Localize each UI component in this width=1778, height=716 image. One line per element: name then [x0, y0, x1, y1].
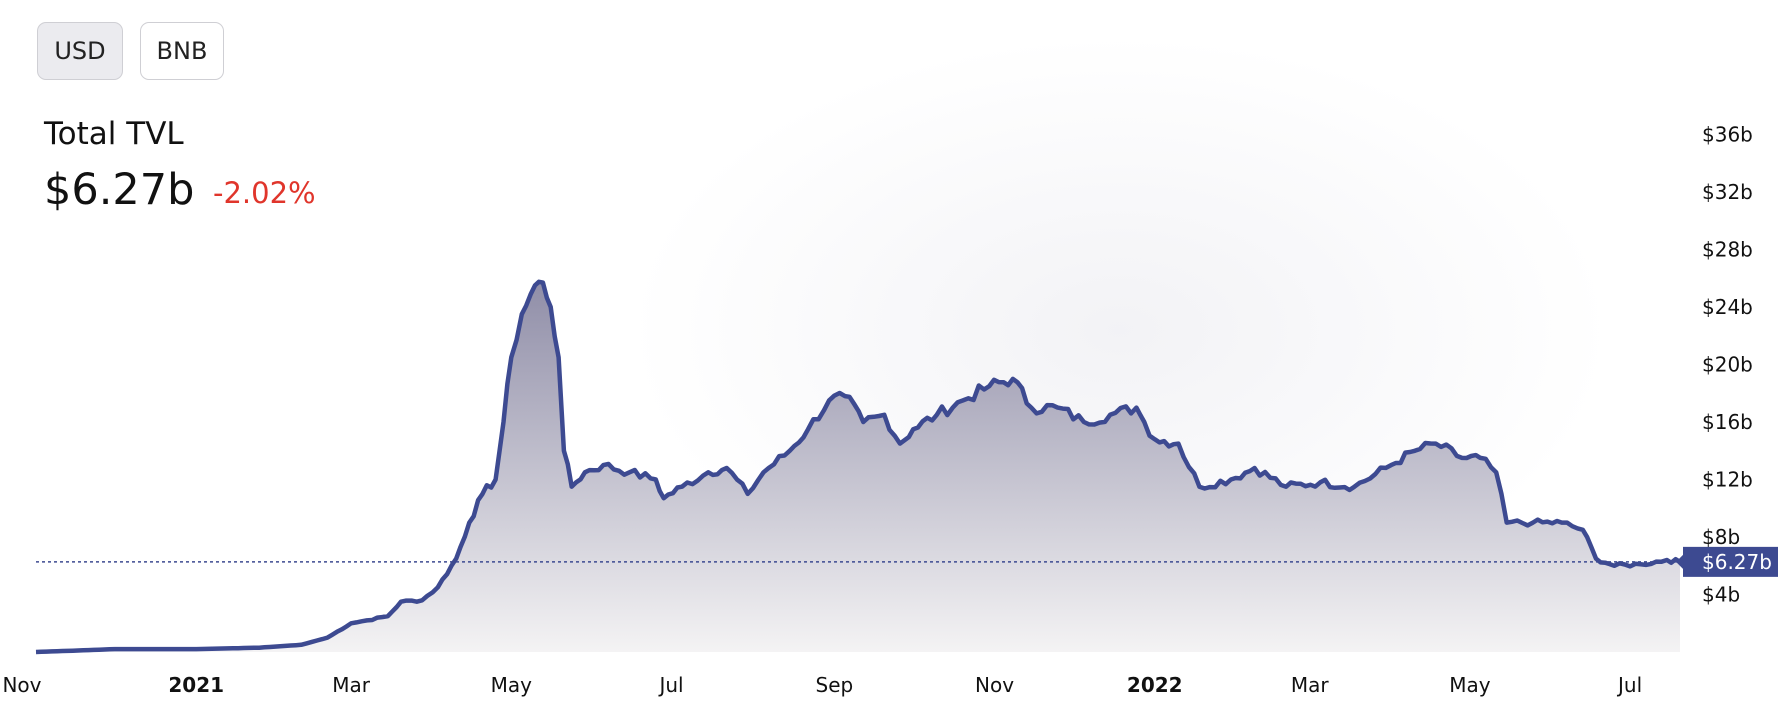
y-tick-label: $12b: [1702, 468, 1753, 492]
current-value-label: $6.27b: [1702, 550, 1772, 574]
tvl-series-line: [35, 279, 1682, 655]
y-tick-label: $8b: [1702, 525, 1740, 549]
x-tick-label: Sep: [816, 673, 854, 697]
y-tick-label: $24b: [1702, 295, 1753, 319]
tvl-area: [36, 281, 1680, 652]
x-tick-label: May: [1449, 673, 1491, 697]
metric-title: Total TVL: [44, 116, 184, 152]
y-tick-label: $36b: [1702, 123, 1753, 147]
y-tick-label: $4b: [1702, 583, 1740, 607]
y-tick-label: $20b: [1702, 353, 1753, 377]
currency-usd-button[interactable]: USD: [37, 22, 123, 80]
metric-change: -2.02%: [213, 176, 316, 210]
current-value-pointer: [1676, 553, 1684, 570]
currency-bnb-button[interactable]: BNB: [140, 22, 224, 80]
x-tick-label: Nov: [975, 673, 1014, 697]
metric-value: $6.27b: [44, 165, 195, 215]
y-tick-label: $32b: [1702, 180, 1753, 204]
x-tick-label: Jul: [1616, 673, 1642, 697]
x-tick-label: Mar: [332, 673, 371, 697]
x-tick-label: Jul: [657, 673, 683, 697]
x-tick-label: 2022: [1127, 673, 1183, 697]
y-tick-label: $16b: [1702, 410, 1753, 434]
x-tick-label: Mar: [1291, 673, 1330, 697]
y-tick-label: $28b: [1702, 238, 1753, 262]
x-tick-label: Nov: [2, 673, 41, 697]
x-tick-label: 2021: [168, 673, 224, 697]
x-tick-label: May: [491, 673, 533, 697]
current-value-badge: [1683, 546, 1778, 577]
